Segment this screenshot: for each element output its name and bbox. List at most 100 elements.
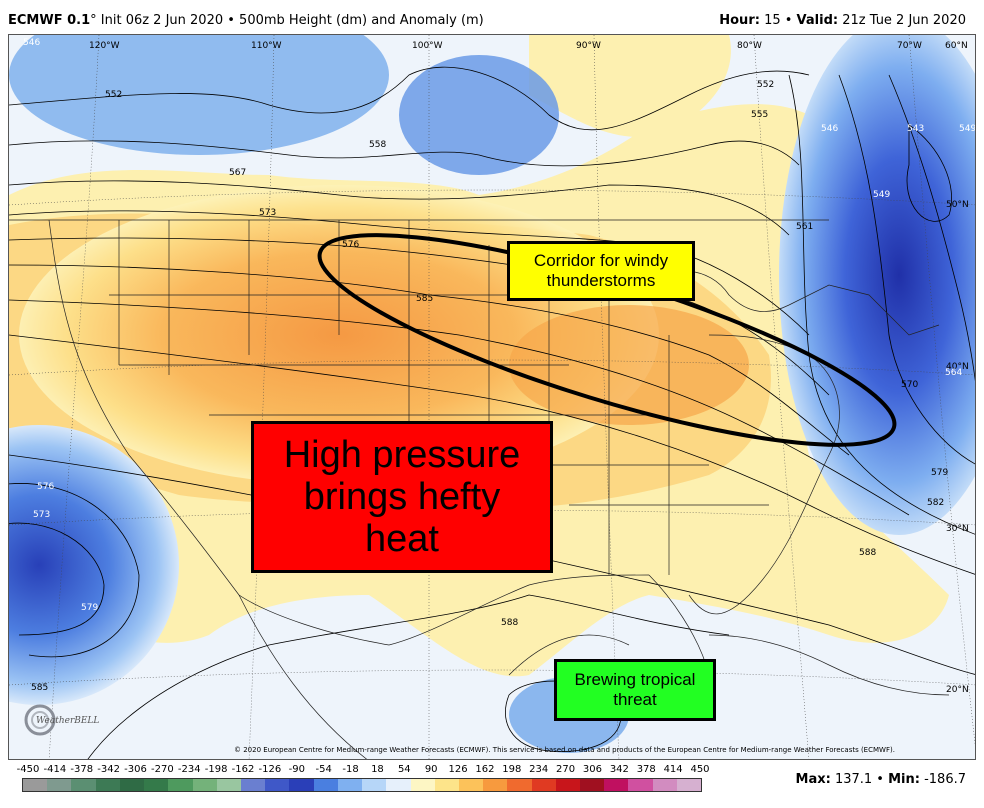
- colorbar-swatch: [313, 779, 338, 791]
- colorbar-swatch: [531, 779, 556, 791]
- contour-label: 561: [796, 222, 813, 232]
- lat-label: 40°N: [946, 362, 969, 372]
- contour-label: 546: [821, 124, 838, 134]
- colorbar-label: -306: [124, 764, 147, 775]
- colorbar-swatch: [555, 779, 581, 791]
- colorbar-label: -270: [151, 764, 174, 775]
- valid-label: Valid:: [796, 13, 839, 28]
- colorbar-swatch: [337, 779, 363, 791]
- degree-symbol: °: [90, 13, 97, 28]
- contour-label: 588: [859, 548, 876, 558]
- latitude-labels: 50°N 40°N 30°N 20°N: [946, 200, 969, 695]
- colorbar-label: -54: [315, 764, 332, 775]
- colorbar-label: 378: [636, 764, 656, 775]
- contour-label: 546: [23, 38, 40, 48]
- colorbar-scale: [22, 778, 702, 792]
- colorbar-swatch: [47, 779, 72, 791]
- heat-core-east: [509, 305, 749, 425]
- tropical-callout: Brewing tropical threat: [554, 659, 716, 721]
- colorbar-label: 54: [397, 764, 411, 775]
- header-valid: Hour: 15 • Valid: 21z Tue 2 Jun 2020: [719, 13, 966, 28]
- colorbar-label: 162: [475, 764, 495, 775]
- colorbar-label: -414: [43, 764, 67, 775]
- colorbar-swatch: [119, 779, 145, 791]
- colorbar-swatch: [458, 779, 484, 791]
- contour-label: 549: [873, 190, 890, 200]
- lon-label: 100°W: [412, 41, 443, 51]
- contour-label: 576: [37, 482, 54, 492]
- lon-label: 80°W: [737, 41, 762, 51]
- min-value: -186.7: [919, 772, 966, 787]
- hour-value: 15 •: [759, 13, 797, 28]
- init-text: Init 06z 2 Jun 2020 • 500mb Height (dm) …: [96, 13, 484, 28]
- colorbar-swatch: [604, 779, 629, 791]
- valid-value: 21z Tue 2 Jun 2020: [838, 13, 966, 28]
- corridor-callout: Corridor for windy thunderstorms: [507, 241, 695, 301]
- colorbar-label: -126: [258, 764, 282, 775]
- colorbar-swatch: [265, 779, 290, 791]
- colorbar-swatch: [192, 779, 217, 791]
- contour-label: 555: [751, 110, 768, 120]
- min-label: Min:: [888, 772, 920, 787]
- contour-label: 552: [757, 80, 774, 90]
- longitude-labels: 120°W 110°W 100°W 90°W 80°W 70°W 60°N: [89, 41, 968, 51]
- colorbar-label: -378: [70, 764, 94, 775]
- lon-label: 110°W: [251, 41, 282, 51]
- colorbar-swatch: [289, 779, 314, 791]
- contour-label: 579: [931, 468, 948, 478]
- map-graphic: 120°W 110°W 100°W 90°W 80°W 70°W 60°N 50…: [9, 35, 976, 759]
- contour-value-labels: 546 552 558 567 573 576 585 552 555 546 …: [23, 38, 976, 693]
- weatherbell-logo: WeatherBELL: [24, 704, 99, 736]
- colorbar-swatch: [95, 779, 120, 791]
- colorbar-label: 342: [609, 764, 629, 775]
- colorbar-label: -450: [16, 764, 40, 775]
- anomaly-colorbar: -450 -414 -378 -342 -306 -270 -234 -198 -162 -126…: [16, 764, 710, 796]
- colorbar-swatch: [483, 779, 508, 791]
- contour-label: 576: [342, 240, 359, 250]
- colorbar-label: 306: [582, 764, 603, 775]
- colorbar-label: 270: [556, 764, 576, 775]
- colorbar-label: -198: [204, 764, 228, 775]
- colorbar-swatch: [386, 779, 411, 791]
- lat-label: 20°N: [946, 685, 969, 695]
- low-east: [779, 35, 975, 535]
- copyright-notice: © 2020 European Centre for Medium-range …: [234, 746, 895, 754]
- colorbar-swatch: [216, 779, 241, 791]
- low-west-pacific: [9, 425, 179, 705]
- lat-label: 50°N: [946, 200, 969, 210]
- lon-label: 120°W: [89, 41, 120, 51]
- corridor-callout-text: Corridor for windy thunderstorms: [533, 251, 669, 290]
- colorbar-swatch: [240, 779, 266, 791]
- contour-label: 552: [105, 90, 122, 100]
- lon-label: 70°W: [897, 41, 922, 51]
- colorbar-label: 90: [424, 764, 438, 775]
- colorbar-swatch: [507, 779, 532, 791]
- contour-label: 543: [907, 124, 924, 134]
- colorbar-swatch: [168, 779, 193, 791]
- heat-callout: High pressure brings hefty heat: [251, 421, 553, 573]
- colorbar-label: 18: [371, 764, 384, 775]
- max-label: Max:: [795, 772, 831, 787]
- colorbar-labels: -450 -414 -378 -342 -306 -270 -234 -198 -162 -126…: [16, 764, 710, 778]
- colorbar-swatch: [71, 779, 96, 791]
- contour-label: 573: [259, 208, 276, 218]
- warm-anomaly-top: [529, 35, 731, 137]
- colorbar-swatch: [23, 779, 48, 791]
- header: ECMWF 0.1° Init 06z 2 Jun 2020 • 500mb H…: [0, 0, 984, 34]
- low-north-center: [399, 55, 559, 175]
- colorbar-swatch: [676, 779, 702, 791]
- contour-label: 570: [901, 380, 918, 390]
- logo-text: WeatherBELL: [36, 716, 99, 726]
- contour-label: 549: [959, 124, 976, 134]
- contour-label: 588: [501, 618, 518, 628]
- contour-label: 585: [31, 683, 48, 693]
- contour-label: 585: [416, 294, 433, 304]
- colorbar-label: -90: [288, 764, 305, 775]
- contour-label: 573: [33, 510, 50, 520]
- colorbar-swatch: [144, 779, 169, 791]
- heat-callout-text: High pressure brings hefty heat: [283, 434, 521, 560]
- low-northwest: [9, 35, 389, 155]
- max-min-readout: Max: 137.1 • Min: -186.7: [796, 772, 966, 787]
- lon-label: 90°W: [576, 41, 601, 51]
- lon-label: 60°N: [945, 41, 968, 51]
